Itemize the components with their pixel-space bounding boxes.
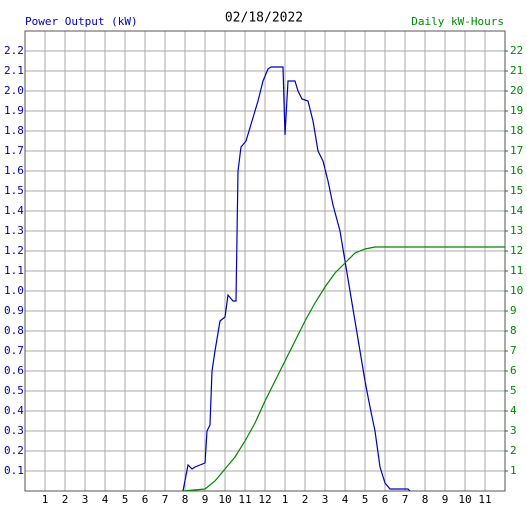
x-tick-label: 5 (122, 493, 129, 506)
x-tick-label: 7 (402, 493, 409, 506)
x-tick-label: 12 (258, 493, 271, 506)
y2-tick-label: 17 (510, 144, 523, 157)
y2-tick-label: 12 (510, 244, 523, 257)
y2-tick-label: 7 (510, 344, 517, 357)
x-tick-label: 6 (142, 493, 149, 506)
y-tick-label: 1.0 (4, 284, 24, 297)
x-tick-label: 2 (62, 493, 69, 506)
x-tick-label: 3 (322, 493, 329, 506)
x-tick-label: 2 (302, 493, 309, 506)
y-tick-label: 2.0 (4, 84, 24, 97)
y2-tick-label: 18 (510, 124, 523, 137)
y-tick-label: 1.3 (4, 224, 24, 237)
y2-tick-label: 14 (510, 204, 524, 217)
y-tick-label: 0.5 (4, 384, 24, 397)
series-line (182, 246, 505, 492)
series-line (182, 66, 411, 492)
y-tick-label: 0.7 (4, 344, 24, 357)
y2-axis-title: Daily kW-Hours (411, 15, 504, 28)
y-tick-label: 0.9 (4, 304, 24, 317)
x-tick-label: 1 (282, 493, 289, 506)
y2-tick-label: 8 (510, 324, 517, 337)
y-tick-label: 1.4 (4, 204, 24, 217)
y2-tick-label: 10 (510, 284, 523, 297)
y2-tick-label: 20 (510, 84, 523, 97)
y-tick-label: 0.8 (4, 324, 24, 337)
x-tick-label: 4 (342, 493, 349, 506)
x-tick-label: 9 (202, 493, 209, 506)
y2-tick-label: 13 (510, 224, 523, 237)
y2-tick-label: 11 (510, 264, 523, 277)
y-tick-label: 1.2 (4, 244, 24, 257)
y-tick-label: 0.2 (4, 444, 24, 457)
y2-tick-label: 1 (510, 464, 517, 477)
x-tick-label: 8 (422, 493, 429, 506)
y-tick-label: 1.1 (4, 264, 24, 277)
x-tick-label: 10 (458, 493, 471, 506)
x-tick-label: 5 (362, 493, 369, 506)
plot-border (24, 30, 506, 492)
y2-tick-label: 22 (510, 44, 523, 57)
y2-tick-label: 16 (510, 164, 523, 177)
x-tick-label: 7 (162, 493, 169, 506)
y-tick-label: 0.1 (4, 464, 24, 477)
y-tick-label: 0.3 (4, 424, 24, 437)
y2-tick-label: 6 (510, 364, 517, 377)
x-tick-label: 11 (238, 493, 251, 506)
y-tick-label: 1.7 (4, 144, 24, 157)
y-tick-label: 1.5 (4, 184, 24, 197)
y2-tick-label: 4 (510, 404, 517, 417)
y2-tick-label: 9 (510, 304, 517, 317)
y-tick-label: 1.9 (4, 104, 24, 117)
y2-tick-label: 2 (510, 444, 517, 457)
y-tick-label: 2.1 (4, 64, 24, 77)
y-tick-label: 0.4 (4, 404, 24, 417)
x-tick-label: 10 (218, 493, 231, 506)
y-tick-label: 0.6 (4, 364, 24, 377)
y2-tick-label: 21 (510, 64, 523, 77)
y2-tick-label: 3 (510, 424, 517, 437)
y-tick-label: 1.8 (4, 124, 24, 137)
x-tick-label: 4 (102, 493, 109, 506)
x-tick-label: 1 (42, 493, 49, 506)
chart-title: 02/18/2022 (225, 11, 303, 26)
x-tick-label: 9 (442, 493, 449, 506)
x-tick-label: 8 (182, 493, 189, 506)
y-axis-title: Power Output (kW) (25, 15, 138, 28)
y-tick-label: 1.6 (4, 164, 24, 177)
y2-tick-label: 15 (510, 184, 523, 197)
y-tick-label: 2.2 (4, 44, 24, 57)
x-tick-label: 6 (382, 493, 389, 506)
y2-tick-label: 5 (510, 384, 517, 397)
x-tick-label: 11 (478, 493, 491, 506)
y2-tick-label: 19 (510, 104, 523, 117)
x-tick-label: 3 (82, 493, 89, 506)
